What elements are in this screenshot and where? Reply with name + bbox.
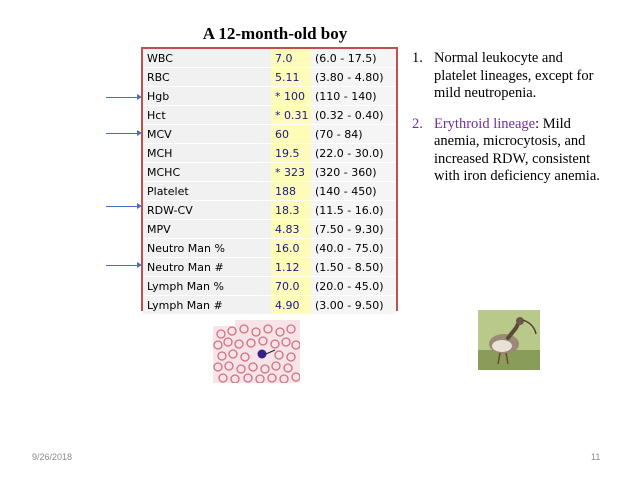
table-row: Lymph Man # 4.90 (3.00 - 9.50): [143, 295, 396, 315]
bird-photo: [478, 310, 540, 370]
lab-test-value: 70.0: [271, 276, 311, 296]
lab-test-range: (320 - 360): [311, 162, 396, 182]
lab-test-range: (7.50 - 9.30): [311, 219, 396, 239]
lab-test-range: (11.5 - 16.0): [311, 200, 396, 220]
table-row: RDW-CV 18.3 (11.5 - 16.0): [143, 200, 396, 220]
bird-icon: [478, 310, 540, 370]
lab-test-name: RBC: [143, 67, 271, 87]
finding-number: 2.: [412, 115, 423, 132]
slide-title: A 12-month-old boy: [202, 24, 348, 43]
lab-test-name: Lymph Man #: [143, 295, 271, 315]
table-row: MPV 4.83 (7.50 - 9.30): [143, 219, 396, 239]
lab-test-value: 16.0: [271, 238, 311, 258]
finding-item: 2. Erythroid lineage: Mild anemia, micro…: [412, 116, 602, 186]
table-row: Hgb * 100 (110 - 140): [143, 86, 396, 106]
lab-test-value: * 0.31: [271, 105, 311, 125]
arrow-right-icon: [106, 262, 142, 268]
lab-test-value: 4.83: [271, 219, 311, 239]
lab-test-value: 5.11: [271, 67, 311, 87]
lab-test-name: Lymph Man %: [143, 276, 271, 296]
findings-list: 1. Normal leukocyte and platelet lineage…: [412, 50, 602, 199]
table-row: Neutro Man # 1.12 (1.50 - 8.50): [143, 257, 396, 277]
lab-test-name: MCV: [143, 124, 271, 144]
finding-lead: Erythroid lineage: [434, 115, 536, 132]
table-row: MCHC * 323 (320 - 360): [143, 162, 396, 182]
lab-test-name: Platelet: [143, 181, 271, 201]
table-row: WBC 7.0 (6.0 - 17.5): [143, 49, 396, 68]
lab-test-range: (22.0 - 30.0): [311, 143, 396, 163]
lab-test-value: 4.90: [271, 295, 311, 315]
table-row: MCV 60 (70 - 84): [143, 124, 396, 144]
lab-test-range: (3.80 - 4.80): [311, 67, 396, 87]
lab-test-value: 60: [271, 124, 311, 144]
lab-test-range: (3.00 - 9.50): [311, 295, 396, 315]
table-row: Platelet 188 (140 - 450): [143, 181, 396, 201]
slide-date: 9/26/2018: [32, 452, 73, 462]
lab-test-range: (140 - 450): [311, 181, 396, 201]
lab-test-name: Neutro Man %: [143, 238, 271, 258]
lab-test-range: (40.0 - 75.0): [311, 238, 396, 258]
table-row: RBC 5.11 (3.80 - 4.80): [143, 67, 396, 87]
finding-text: Normal leukocyte and platelet lineages, …: [434, 50, 594, 101]
lab-test-value: 188: [271, 181, 311, 201]
lab-test-value: * 100: [271, 86, 311, 106]
lab-test-value: 1.12: [271, 257, 311, 277]
arrow-right-icon: [106, 130, 142, 136]
lab-test-name: RDW-CV: [143, 200, 271, 220]
table-row: Lymph Man % 70.0 (20.0 - 45.0): [143, 276, 396, 296]
slide-page-number: 11: [591, 452, 601, 462]
lab-test-name: MCH: [143, 143, 271, 163]
lab-test-name: Neutro Man #: [143, 257, 271, 277]
lab-test-name: Hgb: [143, 86, 271, 106]
table-row: MCH 19.5 (22.0 - 30.0): [143, 143, 396, 163]
lab-test-value: 19.5: [271, 143, 311, 163]
lab-test-name: WBC: [143, 49, 271, 68]
finding-number: 1.: [412, 50, 423, 66]
blood-smear-image: [213, 320, 300, 383]
lab-results-table: WBC 7.0 (6.0 - 17.5) RBC 5.11 (3.80 - 4.…: [141, 47, 398, 315]
table-row: Hct * 0.31 (0.32 - 0.40): [143, 105, 396, 125]
finding-text: : Mild anemia, microcytosis, and increas…: [434, 115, 600, 185]
lab-test-range: (0.32 - 0.40): [311, 105, 396, 125]
lab-test-value: * 323: [271, 162, 311, 182]
arrow-right-icon: [106, 203, 142, 209]
table-row: Neutro Man % 16.0 (40.0 - 75.0): [143, 238, 396, 258]
lab-test-name: MPV: [143, 219, 271, 239]
arrow-right-icon: [106, 94, 142, 100]
lab-test-value: 7.0: [271, 49, 311, 68]
blood-smear-icon: [213, 320, 300, 383]
lab-test-range: (70 - 84): [311, 124, 396, 144]
lab-test-range: (110 - 140): [311, 86, 396, 106]
lab-test-range: (6.0 - 17.5): [311, 49, 396, 68]
lab-test-value: 18.3: [271, 200, 311, 220]
lab-test-range: (20.0 - 45.0): [311, 276, 396, 296]
finding-item: 1. Normal leukocyte and platelet lineage…: [412, 50, 602, 103]
lab-test-range: (1.50 - 8.50): [311, 257, 396, 277]
lab-test-name: MCHC: [143, 162, 271, 182]
lab-test-name: Hct: [143, 105, 271, 125]
